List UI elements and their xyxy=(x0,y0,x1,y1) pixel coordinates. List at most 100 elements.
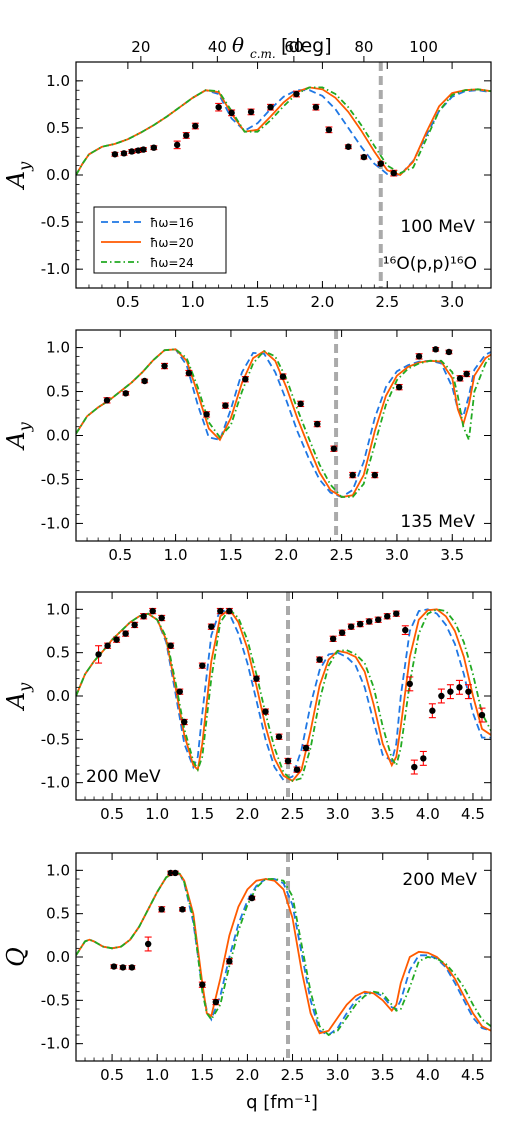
data-point xyxy=(226,958,233,965)
data-point xyxy=(140,146,147,153)
top-tick-label: 80 xyxy=(354,38,373,56)
y-tick-label: -1.0 xyxy=(41,1035,70,1053)
y-tick-label: -0.5 xyxy=(41,470,70,488)
energy-label: 200 MeV xyxy=(86,767,161,787)
legend: ħω=16 ħω=20 ħω=24 xyxy=(93,206,227,274)
data-point xyxy=(172,869,179,877)
data-point xyxy=(445,348,453,356)
plot-area xyxy=(76,869,491,1037)
panels: 0.5 1.0 1.5 2.0 2.5 3.0 1.0 0.5 0.0 -0.5 -1.0 Ay 100… xyxy=(2,38,492,1084)
legend-label: ħω=20 xyxy=(150,236,194,250)
x-tick-label: 0.5 xyxy=(100,1066,124,1084)
top-axis-symbol: θ xyxy=(232,33,244,57)
y-axis-label: Q xyxy=(2,947,30,967)
x-tick-label: 2.5 xyxy=(281,805,305,823)
x-tick-label: 1.0 xyxy=(145,1066,169,1084)
data-point xyxy=(279,373,287,380)
data-point xyxy=(203,411,210,418)
data-point xyxy=(456,684,463,691)
data-point xyxy=(284,757,292,765)
y-tick-label: 0.5 xyxy=(46,383,70,401)
series-line-hw20 xyxy=(76,871,491,1035)
y-tick-label: 0.0 xyxy=(46,948,70,966)
x-tick-label: 4.0 xyxy=(416,1066,440,1084)
data-point xyxy=(415,353,423,360)
y-tick-label: 0.5 xyxy=(46,905,70,923)
plot-area xyxy=(76,86,491,177)
data-point xyxy=(140,613,147,620)
data-point xyxy=(173,141,181,149)
top-tick-label: 40 xyxy=(208,38,227,56)
x-tick-label: 3.0 xyxy=(326,805,350,823)
data-point xyxy=(371,471,378,479)
data-point xyxy=(456,375,464,382)
energy-label: 135 MeV xyxy=(400,512,475,532)
data-point xyxy=(167,642,174,649)
data-point xyxy=(411,763,418,771)
data-point xyxy=(316,656,323,663)
x-tick-label: 2.5 xyxy=(330,546,354,564)
panel-1: 0.5 1.0 1.5 2.0 2.5 3.0 1.0 0.5 0.0 -0.5 -1.0 Ay 100… xyxy=(2,38,492,311)
data-point xyxy=(226,607,233,615)
data-point xyxy=(366,618,373,625)
data-point xyxy=(349,471,356,479)
x-tick-label: 2.5 xyxy=(375,293,399,311)
data-point xyxy=(242,376,249,383)
data-point xyxy=(111,151,119,158)
y-axis-label: Ay xyxy=(2,161,34,190)
data-point xyxy=(103,397,111,404)
data-point xyxy=(432,346,439,353)
data-point xyxy=(360,153,368,161)
x-tick-label: 2.0 xyxy=(310,293,334,311)
x-tick-label: 1.5 xyxy=(219,546,243,564)
x-tick-label: 4.5 xyxy=(461,805,485,823)
data-point xyxy=(356,620,364,628)
x-tick-label: 3.5 xyxy=(440,546,464,564)
data-point xyxy=(402,626,409,634)
y-tick-label: -0.5 xyxy=(41,213,70,231)
plot-area xyxy=(76,346,491,499)
data-point xyxy=(192,122,199,130)
reaction-label: ¹⁶O(p,p)¹⁶O xyxy=(383,254,477,274)
data-point xyxy=(447,688,454,695)
x-tick-label: 1.5 xyxy=(190,805,214,823)
y-tick-label: 0.0 xyxy=(46,687,70,705)
data-point xyxy=(222,402,229,409)
x-tick-label: 3.5 xyxy=(371,805,395,823)
data-point xyxy=(478,711,486,719)
top-tick-label: 20 xyxy=(131,38,150,56)
x-tick-label: 3.5 xyxy=(371,1066,395,1084)
data-point xyxy=(150,144,158,151)
x-tick-label: 1.0 xyxy=(181,293,205,311)
plot-area xyxy=(76,607,491,783)
energy-label: 100 MeV xyxy=(400,217,475,237)
data-point xyxy=(212,998,220,1006)
y-tick-label: 1.0 xyxy=(46,339,70,357)
data-point xyxy=(158,906,165,913)
data-point xyxy=(181,718,188,726)
legend-label: ħω=24 xyxy=(150,256,194,270)
data-point xyxy=(128,148,135,155)
data-point xyxy=(314,420,321,428)
data-point xyxy=(131,621,138,629)
data-point xyxy=(120,150,128,157)
data-point xyxy=(141,377,148,385)
data-point xyxy=(465,688,472,695)
x-tick-label: 2.0 xyxy=(274,546,298,564)
y-tick-label: -1.0 xyxy=(41,774,70,792)
data-point xyxy=(393,610,400,617)
panel-2: 0.5 1.0 1.5 2.0 2.5 3.0 3.5 1.0 0.5 0.0 -0.5 -1.0 Ay… xyxy=(2,329,492,564)
y-tick-label: 1.0 xyxy=(46,72,70,90)
data-point xyxy=(215,104,222,111)
y-tick-label: 1.0 xyxy=(46,861,70,879)
x-tick-label: 2.0 xyxy=(235,1066,259,1084)
y-tick-label: 0.5 xyxy=(46,644,70,662)
x-tick-label: 3.0 xyxy=(326,1066,350,1084)
data-point xyxy=(395,383,403,391)
data-point xyxy=(329,635,337,642)
y-tick-label: -1.0 xyxy=(41,514,70,532)
y-tick-label: 0.0 xyxy=(46,166,70,184)
data-point xyxy=(330,445,338,452)
data-point xyxy=(122,390,129,397)
data-point xyxy=(149,607,156,615)
